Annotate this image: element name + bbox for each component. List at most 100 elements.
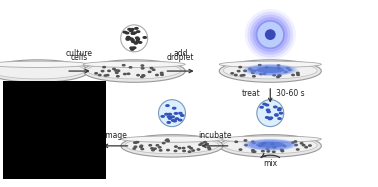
Circle shape [156,145,159,146]
Circle shape [231,73,234,74]
Text: add: add [174,49,188,58]
Circle shape [274,106,277,108]
Circle shape [126,39,130,40]
Circle shape [160,150,162,151]
Circle shape [165,114,168,115]
Circle shape [268,118,271,120]
Circle shape [124,73,126,75]
Ellipse shape [223,137,317,154]
Text: incubate: incubate [198,131,231,140]
Circle shape [294,141,297,142]
Circle shape [158,147,161,148]
Circle shape [278,108,281,109]
Ellipse shape [245,9,296,60]
Circle shape [208,148,211,150]
Circle shape [292,74,294,76]
Circle shape [277,76,279,78]
Ellipse shape [247,65,293,75]
Ellipse shape [0,61,89,68]
Ellipse shape [242,64,298,76]
Circle shape [129,67,132,68]
Circle shape [134,42,138,44]
Circle shape [131,49,134,50]
Ellipse shape [0,60,89,82]
Circle shape [201,143,203,144]
Circle shape [199,144,201,145]
Circle shape [278,118,281,119]
Circle shape [161,74,163,75]
Ellipse shape [247,140,293,150]
Circle shape [175,118,178,119]
Circle shape [296,149,299,150]
Ellipse shape [246,65,295,75]
Circle shape [273,75,276,76]
Text: cells: cells [71,53,88,62]
Ellipse shape [121,136,223,142]
Circle shape [174,150,177,151]
Circle shape [168,113,171,115]
Circle shape [188,146,191,148]
Circle shape [171,116,174,118]
Circle shape [103,67,105,68]
Circle shape [131,33,135,34]
Circle shape [122,65,125,66]
Circle shape [173,107,176,109]
Circle shape [182,147,185,149]
Circle shape [277,65,280,66]
Circle shape [134,146,137,147]
Circle shape [237,70,240,72]
Circle shape [130,38,133,40]
Circle shape [131,39,134,41]
Circle shape [252,141,254,142]
Circle shape [279,112,283,114]
Circle shape [116,72,118,73]
Circle shape [188,151,191,152]
Circle shape [295,144,297,146]
Ellipse shape [242,139,298,151]
Circle shape [265,67,268,68]
Circle shape [134,142,136,143]
Circle shape [301,143,303,144]
Circle shape [263,103,266,105]
Circle shape [99,74,101,76]
Circle shape [239,149,242,150]
Text: 30-60 s: 30-60 s [276,89,305,98]
Circle shape [284,145,286,147]
Circle shape [208,147,210,148]
Circle shape [117,70,120,71]
Circle shape [296,72,299,73]
Ellipse shape [247,12,293,57]
Circle shape [141,68,144,69]
Circle shape [252,72,254,73]
Ellipse shape [223,62,317,79]
Circle shape [262,151,264,152]
Circle shape [273,147,276,148]
Circle shape [275,114,278,116]
Circle shape [108,70,110,71]
Circle shape [126,38,129,39]
Circle shape [262,143,264,145]
Text: treat: treat [242,89,261,98]
Circle shape [244,140,247,141]
Ellipse shape [249,140,291,149]
Ellipse shape [265,29,276,40]
Circle shape [115,70,117,71]
Circle shape [253,70,256,71]
Circle shape [173,120,176,122]
Circle shape [133,148,136,149]
Circle shape [190,148,192,149]
Circle shape [260,73,262,75]
Circle shape [265,117,269,118]
Circle shape [305,147,307,148]
Ellipse shape [125,137,219,154]
Circle shape [135,142,137,143]
Circle shape [288,69,291,70]
Circle shape [169,118,172,119]
Circle shape [136,142,139,143]
Circle shape [278,75,280,76]
Circle shape [302,145,305,146]
Circle shape [163,142,165,144]
Circle shape [266,109,270,111]
Ellipse shape [83,60,185,82]
Circle shape [265,104,269,106]
